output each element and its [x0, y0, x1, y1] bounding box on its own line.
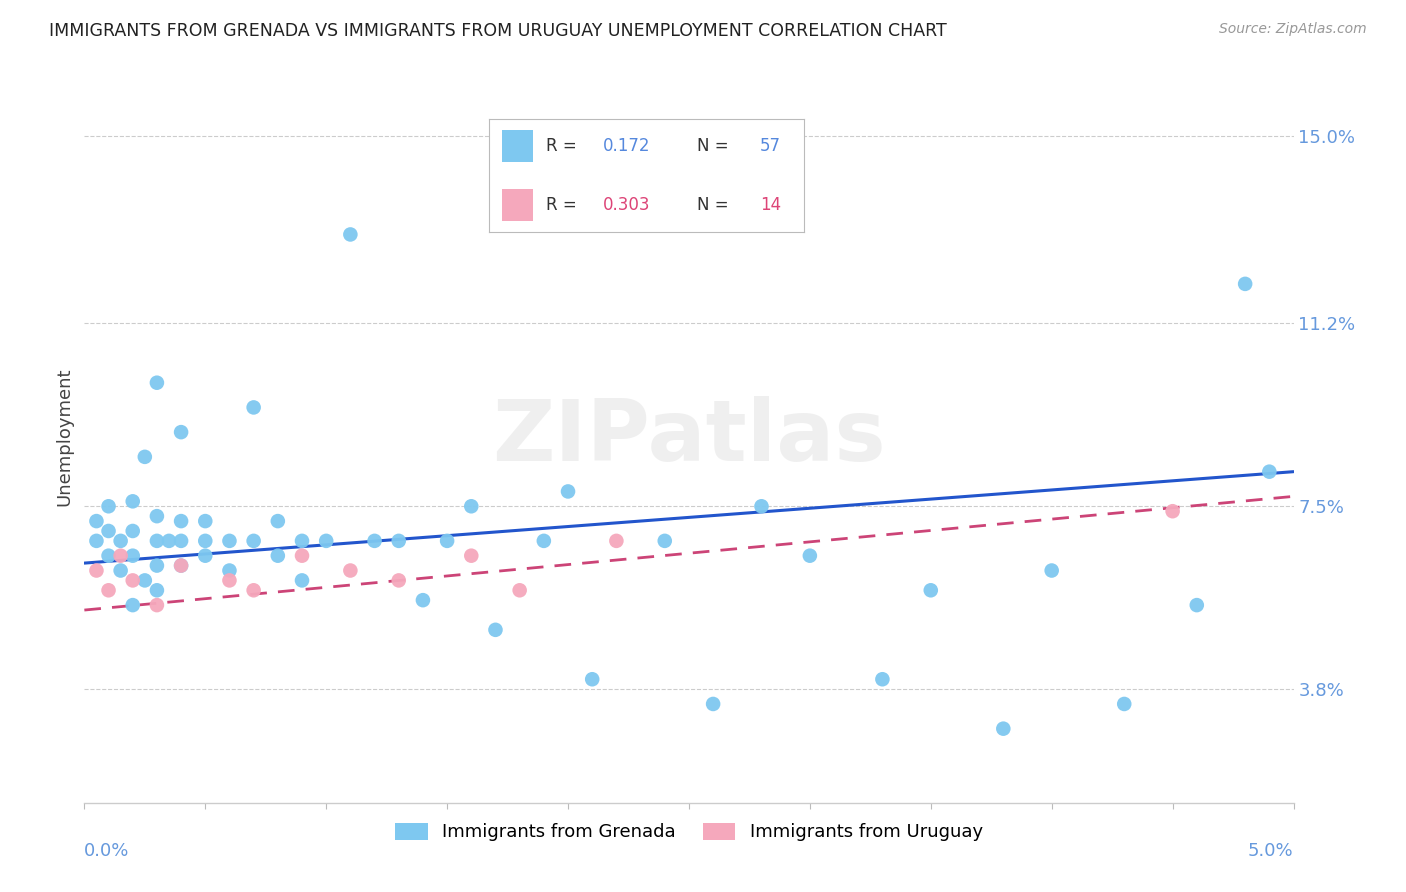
- Point: [1161, 504, 1184, 518]
- Point: [146, 583, 169, 598]
- Point: [1185, 598, 1208, 612]
- Point: [1258, 465, 1281, 479]
- Y-axis label: Unemployment: Unemployment: [55, 368, 73, 507]
- Point: [388, 574, 411, 588]
- Point: [121, 574, 143, 588]
- Point: [170, 533, 193, 548]
- Point: [170, 558, 193, 573]
- Point: [339, 227, 361, 242]
- Point: [110, 549, 132, 563]
- Point: [872, 672, 894, 686]
- Text: 0.0%: 0.0%: [84, 842, 129, 860]
- Point: [194, 549, 217, 563]
- Point: [412, 593, 434, 607]
- Point: [134, 450, 156, 464]
- Point: [315, 533, 337, 548]
- Point: [218, 533, 240, 548]
- Point: [97, 583, 120, 598]
- Point: [751, 500, 773, 514]
- Point: [509, 583, 531, 598]
- Point: [121, 524, 143, 538]
- Point: [1234, 277, 1257, 291]
- Point: [146, 558, 169, 573]
- Point: [702, 697, 724, 711]
- Legend: Immigrants from Grenada, Immigrants from Uruguay: Immigrants from Grenada, Immigrants from…: [388, 815, 990, 848]
- Point: [134, 574, 156, 588]
- Point: [146, 509, 169, 524]
- Point: [121, 494, 143, 508]
- Point: [436, 533, 458, 548]
- Point: [146, 598, 169, 612]
- Point: [799, 549, 821, 563]
- Point: [97, 524, 120, 538]
- Point: [1040, 564, 1063, 578]
- Text: IMMIGRANTS FROM GRENADA VS IMMIGRANTS FROM URUGUAY UNEMPLOYMENT CORRELATION CHAR: IMMIGRANTS FROM GRENADA VS IMMIGRANTS FR…: [49, 22, 948, 40]
- Point: [533, 533, 555, 548]
- Point: [920, 583, 942, 598]
- Point: [194, 533, 217, 548]
- Point: [194, 514, 217, 528]
- Point: [291, 533, 314, 548]
- Point: [170, 425, 193, 439]
- Point: [291, 574, 314, 588]
- Point: [460, 500, 482, 514]
- Point: [460, 549, 482, 563]
- Point: [86, 533, 108, 548]
- Point: [242, 533, 264, 548]
- Point: [654, 533, 676, 548]
- Text: Source: ZipAtlas.com: Source: ZipAtlas.com: [1219, 22, 1367, 37]
- Point: [121, 549, 143, 563]
- Point: [339, 564, 361, 578]
- Point: [157, 533, 180, 548]
- Point: [605, 533, 627, 548]
- Point: [242, 583, 264, 598]
- Point: [146, 533, 169, 548]
- Point: [242, 401, 264, 415]
- Point: [267, 549, 290, 563]
- Point: [1114, 697, 1136, 711]
- Point: [388, 533, 411, 548]
- Point: [86, 564, 108, 578]
- Point: [146, 376, 169, 390]
- Text: 5.0%: 5.0%: [1249, 842, 1294, 860]
- Text: ZIPatlas: ZIPatlas: [492, 395, 886, 479]
- Point: [993, 722, 1015, 736]
- Point: [170, 514, 193, 528]
- Point: [97, 549, 120, 563]
- Point: [581, 672, 603, 686]
- Point: [267, 514, 290, 528]
- Point: [557, 484, 579, 499]
- Point: [291, 549, 314, 563]
- Point: [484, 623, 506, 637]
- Point: [97, 500, 120, 514]
- Point: [121, 598, 143, 612]
- Point: [363, 533, 385, 548]
- Point: [110, 533, 132, 548]
- Point: [86, 514, 108, 528]
- Point: [218, 574, 240, 588]
- Point: [170, 558, 193, 573]
- Point: [218, 564, 240, 578]
- Point: [110, 564, 132, 578]
